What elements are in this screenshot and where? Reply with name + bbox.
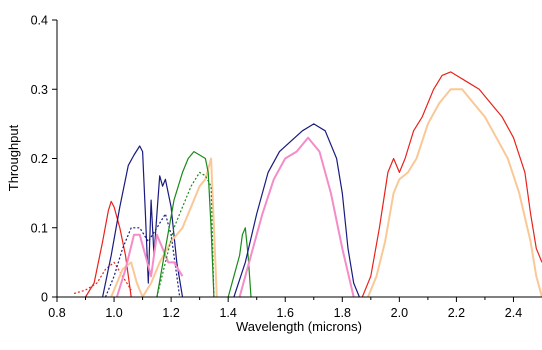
x-tick-label: 2.2 [448, 306, 465, 320]
series-layer [73, 71, 542, 298]
series-line-13 [367, 88, 542, 298]
y-tick-label: 0.4 [31, 14, 48, 28]
x-tick-label: 2.0 [391, 306, 408, 320]
series-line-3 [102, 145, 184, 298]
series-line-12 [361, 71, 542, 298]
y-tick-label: 0.3 [31, 83, 48, 97]
series-line-8 [156, 171, 215, 298]
series-line-4 [104, 213, 181, 298]
y-axis-title: Throughput [6, 124, 21, 191]
series-line-11 [238, 136, 355, 298]
plot-background [57, 20, 542, 297]
series-line-6 [115, 233, 184, 298]
x-tick-label: 0.8 [48, 306, 65, 320]
plot-area [57, 20, 542, 297]
x-tick-label: 1.8 [334, 306, 351, 320]
series-line-10 [233, 123, 360, 298]
x-axis-title: Wavelength (microns) [236, 319, 362, 334]
y-tick-label: 0.1 [31, 221, 48, 235]
x-tick-label: 1.4 [219, 306, 236, 320]
y-tick-label: 0 [41, 291, 48, 305]
series-line-9 [227, 227, 252, 298]
series-line-5 [110, 157, 218, 298]
x-tick-label: 1.0 [105, 306, 122, 320]
axes-layer: 0.8 1.0 1.2 1.4 1.6 1.8 2.0 2.2 2.4 0 0.1 0.2 0.3 0.4 [31, 14, 542, 320]
x-tick-label: 2.4 [505, 306, 522, 320]
series-line-7 [156, 151, 215, 298]
y-tick-label: 0.2 [31, 152, 48, 166]
x-tick-label: 1.6 [277, 306, 294, 320]
x-tick-label: 1.2 [162, 306, 179, 320]
